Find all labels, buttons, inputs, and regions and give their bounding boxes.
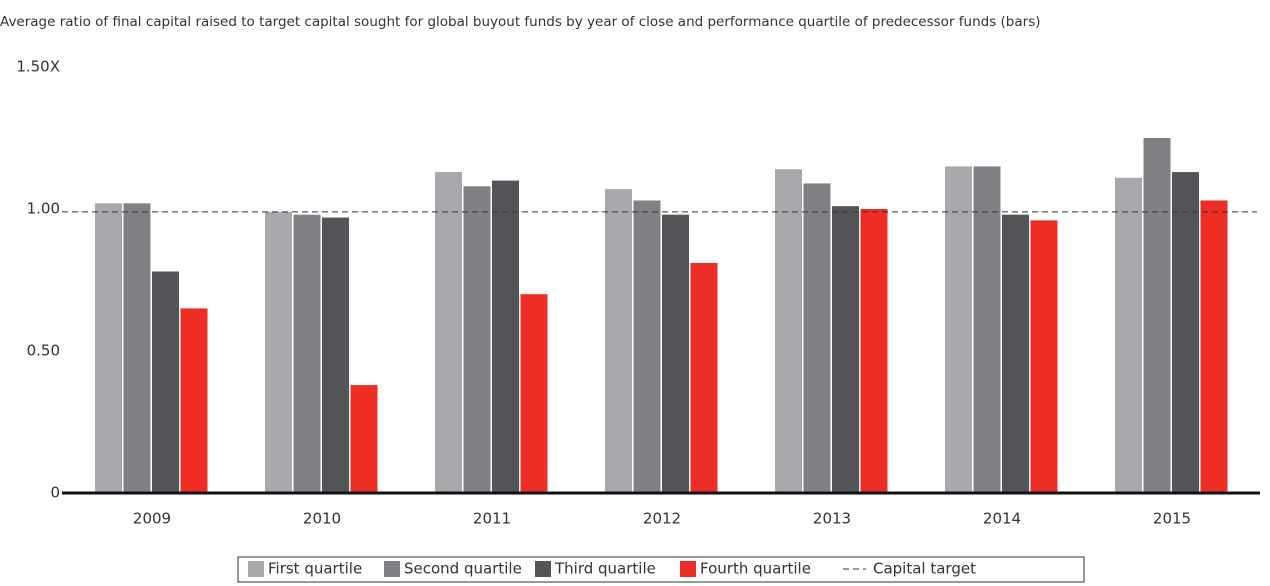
bar: [152, 271, 179, 493]
chart-title: Average ratio of final capital raised to…: [0, 14, 1041, 30]
legend-swatch: [248, 561, 264, 577]
x-tick-label: 2011: [473, 510, 511, 528]
bar: [633, 200, 661, 494]
bar: [1172, 172, 1199, 493]
bar: [123, 203, 151, 493]
x-tick-label: 2010: [303, 510, 341, 528]
bar: [860, 209, 888, 493]
bar: [803, 183, 831, 493]
bar: [180, 308, 208, 493]
bar: [662, 214, 689, 493]
bar: [492, 180, 519, 493]
y-tick-label: 1.50X: [16, 58, 60, 76]
bar: [293, 214, 321, 493]
bar: [605, 189, 632, 493]
legend-swatch: [680, 561, 696, 577]
bar: [945, 166, 972, 493]
bar: [1200, 200, 1228, 494]
bar: [1115, 177, 1142, 493]
bar: [1143, 138, 1171, 493]
x-tick-label: 2012: [643, 510, 681, 528]
x-tick-label: 2013: [813, 510, 851, 528]
bar: [1002, 214, 1029, 493]
legend-swatch: [384, 561, 400, 577]
x-tick-label: 2015: [1153, 510, 1191, 528]
bar: [435, 172, 462, 493]
bar: [350, 385, 378, 493]
legend-label: Second quartile: [404, 560, 522, 578]
legend-swatch: [535, 561, 551, 577]
bar: [95, 203, 122, 493]
bar: [690, 262, 718, 493]
legend-label: Fourth quartile: [700, 560, 811, 578]
x-tick-label: 2014: [983, 510, 1021, 528]
bar: [832, 206, 859, 493]
legend-label: Capital target: [873, 560, 976, 578]
legend-box: [237, 556, 1085, 583]
legend-label: Third quartile: [554, 560, 656, 578]
bar: [1030, 220, 1058, 494]
legend-label: First quartile: [268, 560, 362, 578]
bar: [322, 217, 349, 493]
y-tick-label: 1.00: [27, 200, 60, 218]
bar: [463, 186, 491, 493]
y-tick-label: 0: [50, 484, 60, 502]
y-tick-label: 0.50: [27, 342, 60, 360]
bar: [265, 211, 292, 493]
bar: [520, 294, 548, 493]
x-tick-label: 2009: [133, 510, 171, 528]
bar: [775, 169, 802, 494]
bar: [973, 166, 1001, 493]
